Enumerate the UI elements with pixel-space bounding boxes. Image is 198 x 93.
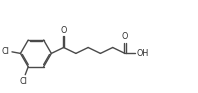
Text: O: O: [60, 26, 67, 35]
Text: Cl: Cl: [19, 77, 27, 86]
Text: OH: OH: [136, 49, 148, 58]
Text: Cl: Cl: [1, 47, 9, 56]
Text: O: O: [122, 32, 128, 41]
